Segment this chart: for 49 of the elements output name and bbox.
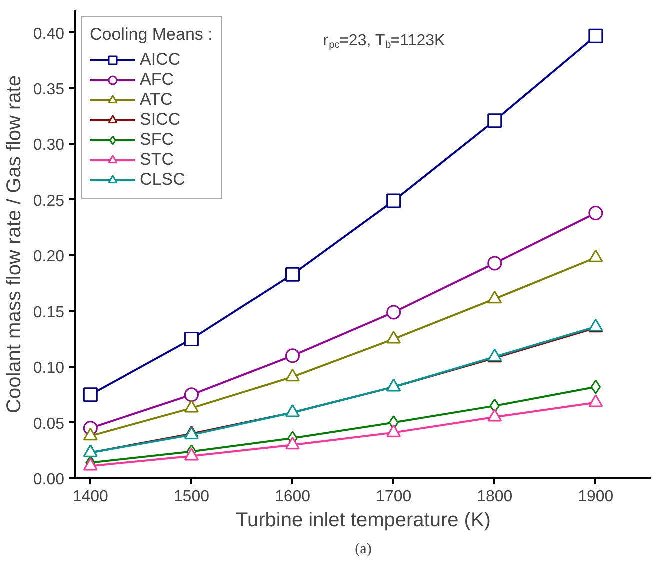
point — [588, 28, 604, 44]
legend-title: Cooling Means : — [90, 25, 213, 45]
legend-label: STC — [140, 150, 174, 170]
point — [286, 348, 300, 364]
y-tick-label: 0.30 — [33, 137, 65, 154]
y-tick-label: 0.25 — [33, 192, 65, 210]
x-tick-label: 1500 — [174, 488, 210, 506]
point — [184, 400, 199, 413]
point — [184, 332, 199, 346]
point — [386, 424, 402, 438]
y-tick-label: 0.35 — [33, 82, 65, 98]
y-tick-label: 0.10 — [33, 360, 65, 378]
point — [490, 398, 500, 414]
point — [588, 206, 604, 221]
y-axis-title: Coolant mass flow rate / Gas flow rate — [3, 76, 26, 414]
legend-label: SFC — [140, 130, 174, 150]
point — [83, 458, 98, 471]
point — [488, 114, 502, 128]
x-tick-label: 1600 — [274, 488, 311, 506]
point — [286, 267, 300, 282]
point — [590, 380, 602, 394]
point — [588, 394, 604, 408]
x-tick-label: 1800 — [477, 488, 513, 506]
legend-label: AFC — [140, 70, 174, 90]
legend-label: SICC — [140, 110, 181, 130]
y-tick-label: 0.15 — [33, 304, 65, 322]
point — [184, 448, 199, 461]
x-tick-label: 1700 — [376, 488, 412, 506]
point — [286, 368, 300, 382]
x-tick-label: 1400 — [72, 488, 109, 506]
legend-label: AICC — [140, 50, 181, 70]
y-tick-label: 0.20 — [33, 248, 65, 266]
point — [488, 408, 502, 422]
y-tick-label: 0.40 — [33, 26, 65, 43]
y-tick-label: 0.00 — [33, 472, 65, 488]
point — [386, 330, 402, 344]
point — [488, 290, 502, 304]
x-tick-label: 1900 — [578, 488, 614, 506]
x-axis-title: Turbine inlet temperature (K) — [236, 510, 491, 532]
y-tick-label: 0.05 — [33, 416, 65, 433]
point — [488, 256, 502, 271]
legend-label: ATC — [140, 90, 173, 110]
point — [83, 428, 98, 441]
point — [286, 436, 300, 450]
point — [386, 194, 402, 208]
point — [588, 250, 604, 262]
point — [386, 305, 402, 320]
legend-label: CLSC — [140, 170, 186, 190]
text: (a) — [355, 542, 372, 558]
